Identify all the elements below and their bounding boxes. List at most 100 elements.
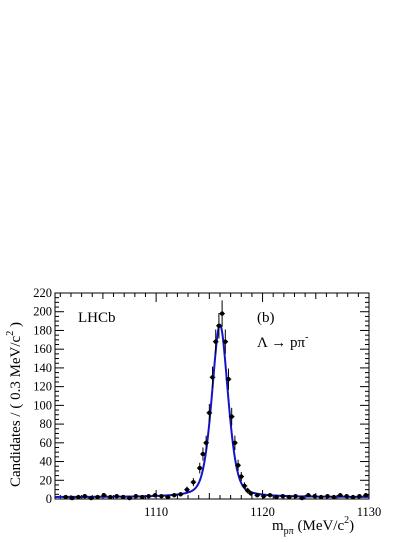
data-marker (325, 493, 330, 499)
data-marker (207, 410, 212, 416)
data-marker (178, 492, 183, 497)
data-marker (312, 493, 317, 499)
data-marker (133, 493, 139, 499)
y-axis-sup: 2 (5, 331, 16, 336)
data-point (235, 459, 241, 471)
data-marker (127, 495, 132, 501)
decay-label: Λ → pπ- (257, 332, 308, 351)
data-point (286, 494, 292, 500)
data-point (120, 494, 126, 500)
data-point (216, 313, 222, 339)
data-point (238, 471, 245, 482)
data-point (219, 300, 225, 327)
data-point (228, 407, 235, 426)
data-marker (306, 493, 311, 498)
data-point (273, 494, 280, 500)
data-marker (191, 479, 196, 485)
data-point (190, 478, 197, 487)
data-point (62, 494, 69, 500)
data-marker (172, 493, 177, 498)
data-point (184, 486, 190, 493)
fit-layer (55, 323, 369, 498)
x-tick-label: 1110 (144, 505, 168, 519)
data-marker (114, 493, 119, 499)
y-axis-title: Candidates / ( 0.3 MeV/c2 ) (5, 322, 24, 487)
data-point (260, 493, 267, 499)
data-marker (165, 494, 171, 500)
data-marker (159, 493, 164, 499)
data-marker (286, 494, 292, 500)
data-marker (69, 495, 75, 501)
data-point (177, 492, 184, 497)
y-tick-label: 140 (33, 361, 52, 375)
data-marker (357, 493, 362, 499)
data-point (101, 493, 107, 498)
decay-main: Λ → pπ (257, 335, 305, 351)
data-point (145, 493, 152, 499)
data-point (305, 493, 312, 498)
data-marker (88, 495, 94, 501)
data-marker (331, 494, 337, 500)
data-marker (219, 311, 225, 316)
y-tick-label: 100 (33, 398, 52, 412)
data-marker (140, 494, 145, 500)
data-marker (197, 465, 202, 471)
data-marker (350, 494, 356, 500)
data-marker (226, 376, 231, 382)
data-marker (261, 493, 266, 499)
data-point (212, 329, 219, 354)
data-marker (95, 494, 100, 500)
data-marker (82, 493, 88, 499)
y-tick-label: 60 (40, 436, 53, 450)
data-point (232, 435, 238, 451)
x-axis-unit-sup: 2 (344, 515, 349, 526)
data-point (279, 493, 286, 499)
data-marker (101, 493, 107, 498)
y-tick-label: 180 (33, 323, 52, 337)
data-marker (229, 414, 234, 419)
fit-curve (55, 323, 369, 498)
data-point (165, 494, 171, 500)
data-marker (235, 463, 241, 468)
data-point (209, 366, 216, 388)
data-marker (63, 494, 68, 500)
data-marker (120, 494, 126, 500)
data-point (254, 493, 261, 498)
data-marker (210, 375, 215, 380)
data-marker (203, 440, 209, 446)
data-point (200, 447, 206, 461)
data-marker (248, 491, 254, 496)
x-tick-label: 1130 (357, 505, 382, 519)
data-marker (184, 487, 190, 492)
data-point (88, 495, 94, 501)
x-axis-unit-close: ) (349, 518, 354, 534)
data-marker (363, 493, 369, 498)
data-point (133, 493, 139, 499)
x-axis-unit-open: (MeV/c (294, 518, 345, 534)
x-axis-sub: pπ (284, 526, 294, 537)
data-point (299, 495, 305, 501)
data-point (350, 494, 356, 500)
data-marker (267, 493, 273, 498)
data-point (356, 493, 363, 499)
x-axis-main: m (272, 518, 284, 534)
data-point (152, 493, 158, 498)
data-points-layer (62, 300, 369, 501)
data-marker (318, 494, 324, 500)
data-point (248, 491, 254, 496)
y-axis-close: ) (8, 322, 24, 331)
y-tick-label: 160 (33, 342, 52, 356)
y-tick-label: 0 (46, 492, 52, 506)
y-tick-label: 200 (33, 305, 52, 319)
data-point (267, 493, 273, 498)
data-marker (232, 440, 238, 446)
data-point (292, 493, 299, 499)
y-tick-label: 120 (33, 380, 52, 394)
data-marker (293, 493, 298, 499)
data-point (318, 494, 324, 500)
data-marker (280, 493, 285, 499)
data-point (107, 494, 114, 500)
data-point (75, 494, 82, 500)
y-tick-label: 20 (40, 473, 53, 487)
